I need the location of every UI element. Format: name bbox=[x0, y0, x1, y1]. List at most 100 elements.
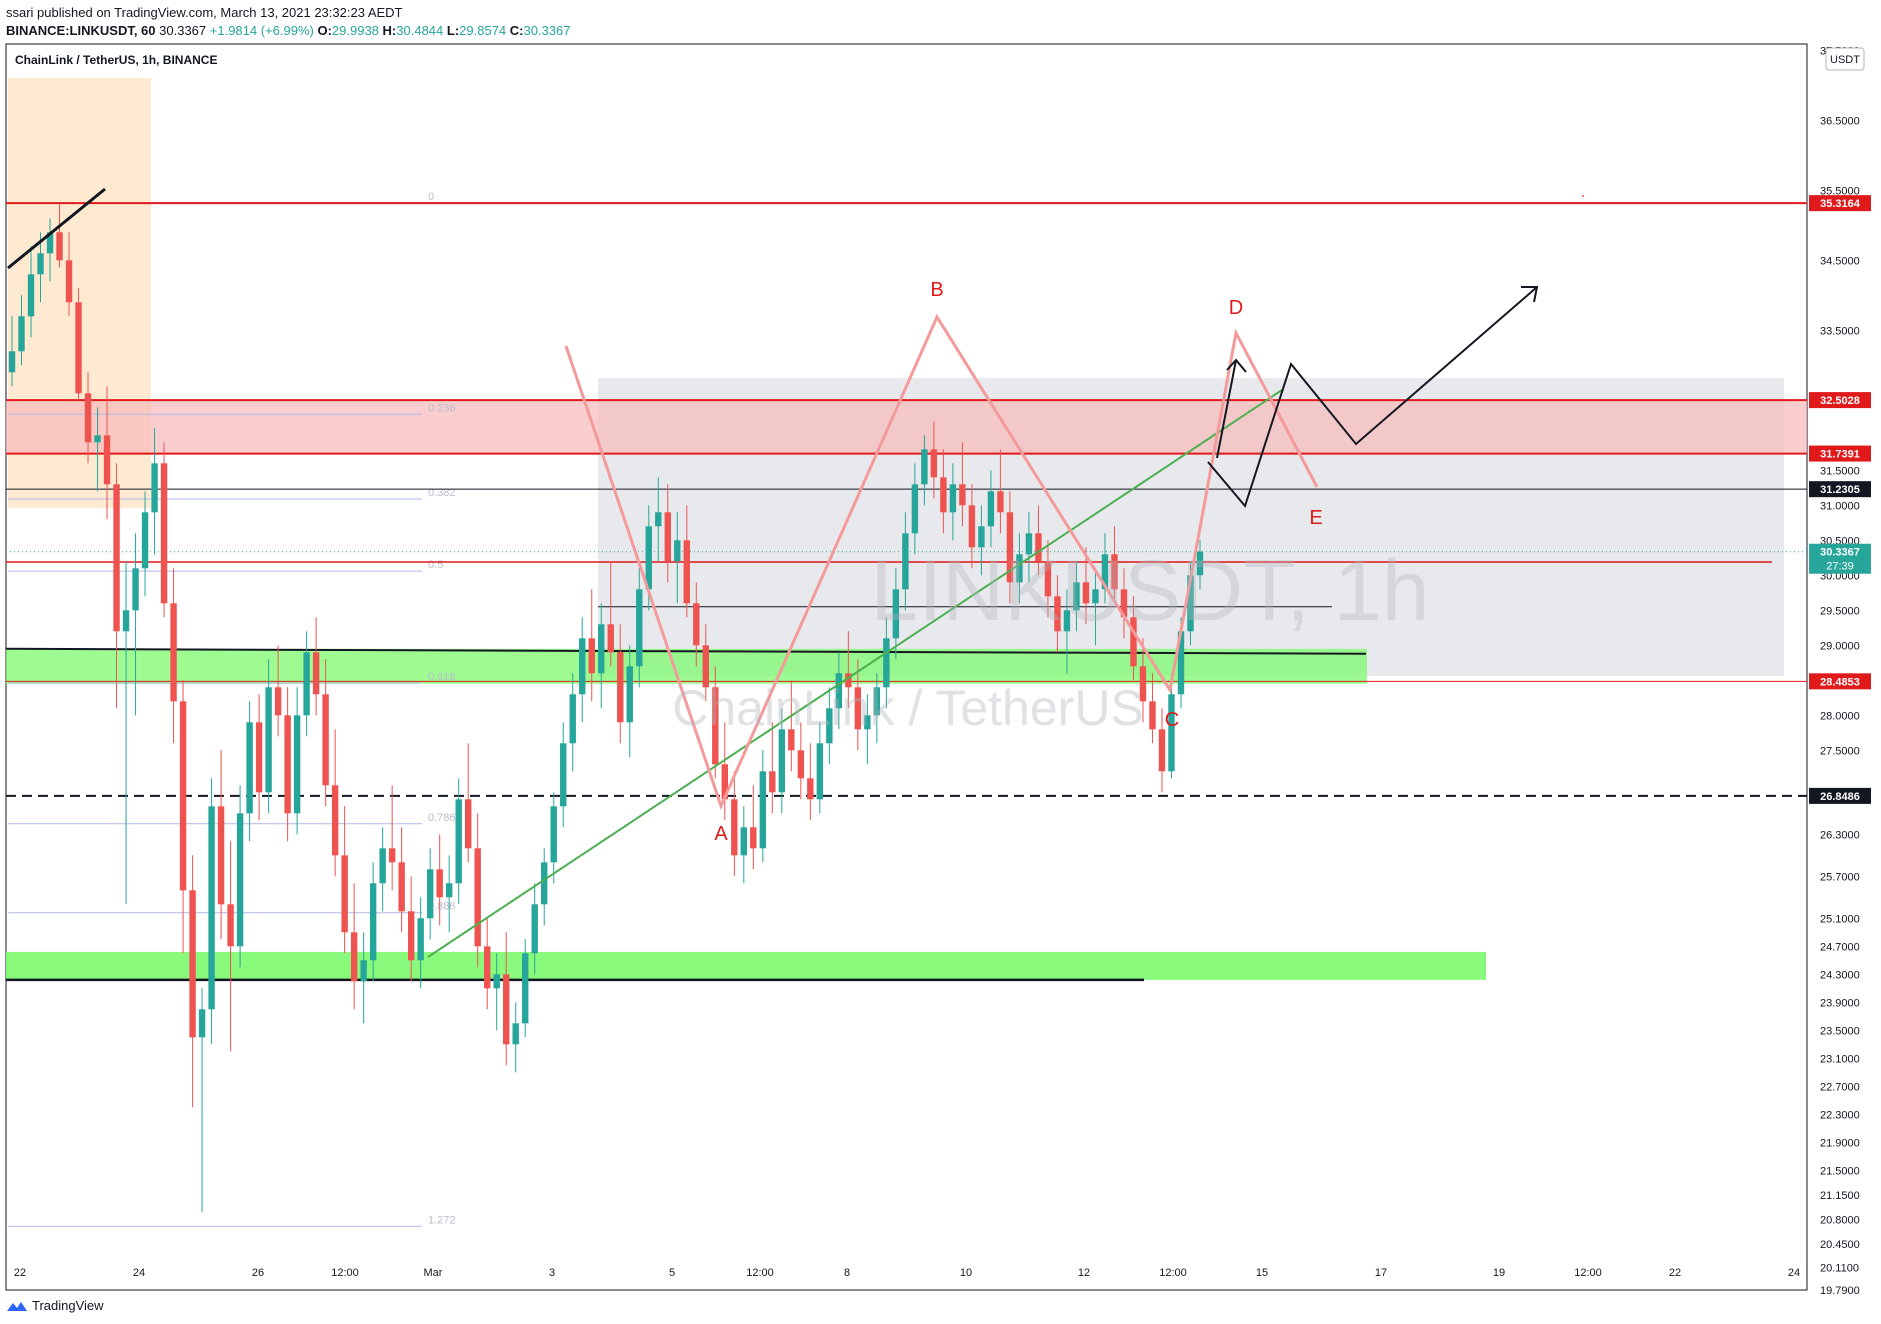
candle-body-36 bbox=[350, 932, 358, 982]
candle-body-0 bbox=[8, 351, 16, 373]
candle-body-88 bbox=[845, 673, 852, 688]
candle-body-45 bbox=[436, 869, 443, 898]
candle-body-119 bbox=[1139, 666, 1147, 702]
symbol-label: BINANCE:LINKUSDT, 60 bbox=[6, 23, 156, 38]
x-tick-5: 3 bbox=[549, 1267, 555, 1279]
x-tick-11: 12:00 bbox=[1159, 1267, 1187, 1279]
candle-body-121 bbox=[1158, 729, 1166, 772]
x-tick-4: Mar bbox=[424, 1267, 443, 1279]
open-value: 29.9938 bbox=[331, 23, 379, 38]
candle-body-77 bbox=[740, 827, 748, 856]
y-tick-18: 23.9000 bbox=[1820, 997, 1860, 1009]
fib-label-5: 0.786 bbox=[428, 812, 456, 824]
candle-body-43 bbox=[417, 918, 424, 961]
candle-body-85 bbox=[816, 743, 824, 800]
candle-body-66 bbox=[636, 589, 643, 667]
candle-body-21 bbox=[208, 806, 215, 1010]
fib-label-1: 0.236 bbox=[428, 402, 456, 414]
candle-body-13 bbox=[132, 568, 139, 611]
candle-body-54 bbox=[522, 953, 529, 1024]
price-label-1: 32.5028 bbox=[1820, 395, 1860, 407]
candle-body-84 bbox=[807, 778, 814, 800]
candle-body-74 bbox=[712, 687, 719, 765]
pattern-label-b: B bbox=[930, 279, 943, 301]
candle-body-19 bbox=[189, 890, 196, 1038]
candle-body-98 bbox=[940, 477, 947, 513]
candle-body-1 bbox=[18, 316, 25, 352]
candle-body-7 bbox=[75, 302, 82, 394]
candle-body-37 bbox=[360, 960, 367, 982]
candle-body-12 bbox=[122, 610, 130, 632]
change-value: +1.9814 (+6.99%) bbox=[209, 23, 314, 38]
candle-body-35 bbox=[341, 855, 348, 933]
y-tick-24: 21.5000 bbox=[1820, 1165, 1860, 1177]
y-tick-10: 29.0000 bbox=[1820, 640, 1860, 652]
x-tick-16: 22 bbox=[1669, 1267, 1681, 1279]
x-tick-0: 22 bbox=[14, 1267, 26, 1279]
candle-body-105 bbox=[1006, 512, 1014, 583]
abcde-pattern bbox=[564, 313, 1319, 811]
candle-body-62 bbox=[598, 624, 605, 674]
y-tick-6: 31.0000 bbox=[1820, 500, 1860, 512]
fib-label-7: 1.272 bbox=[428, 1214, 456, 1226]
fib-label-3: 0.5 bbox=[428, 559, 443, 571]
candle-body-23 bbox=[227, 904, 234, 947]
candle-body-117 bbox=[1120, 589, 1128, 618]
candle-body-91 bbox=[873, 687, 881, 716]
candle-body-102 bbox=[978, 526, 985, 548]
early-trendline bbox=[7, 187, 106, 270]
price-label-bg-6 bbox=[1809, 787, 1871, 804]
candle-body-38 bbox=[369, 883, 377, 961]
y-tick-4: 33.5000 bbox=[1820, 325, 1860, 337]
candle-body-50 bbox=[484, 946, 491, 989]
candle-body-112 bbox=[1073, 582, 1080, 611]
y-tick-2: 35.5000 bbox=[1820, 185, 1860, 197]
candle-body-83 bbox=[797, 750, 805, 779]
price-label-6: 26.8486 bbox=[1820, 791, 1860, 803]
target-arrowhead-icon bbox=[1521, 286, 1539, 303]
candle-body-124 bbox=[1187, 575, 1194, 632]
candle-body-48 bbox=[464, 799, 472, 849]
candle-body-56 bbox=[541, 862, 548, 905]
candle-body-73 bbox=[702, 645, 709, 688]
candle-body-107 bbox=[1025, 533, 1033, 555]
published-line: ssari published on TradingView.com, Marc… bbox=[6, 5, 403, 20]
price-label-bg-2 bbox=[1809, 445, 1871, 462]
candle-body-72 bbox=[693, 603, 700, 646]
candle-body-16 bbox=[160, 463, 168, 604]
y-tick-3: 34.5000 bbox=[1820, 255, 1860, 267]
candle-body-33 bbox=[322, 694, 329, 786]
x-tick-14: 19 bbox=[1493, 1267, 1505, 1279]
candle-body-75 bbox=[721, 764, 728, 800]
y-tick-9: 29.5000 bbox=[1820, 605, 1860, 617]
candle-body-52 bbox=[503, 974, 510, 1045]
candle-body-65 bbox=[626, 666, 633, 723]
candle-body-82 bbox=[788, 729, 795, 751]
price-label-bg-5 bbox=[1809, 673, 1871, 690]
candle-body-104 bbox=[997, 491, 1004, 513]
pattern-label-a: A bbox=[714, 823, 728, 845]
currency-button[interactable]: USDT bbox=[1825, 47, 1865, 71]
candle-body-94 bbox=[902, 533, 909, 590]
green-zone-lower bbox=[6, 951, 1486, 980]
candle-body-92 bbox=[883, 638, 890, 688]
price-label-bg-3 bbox=[1809, 481, 1871, 498]
candle-body-27 bbox=[265, 687, 272, 793]
price-label-2: 31.7391 bbox=[1820, 449, 1860, 461]
y-tick-22: 22.3000 bbox=[1820, 1109, 1860, 1121]
candle-body-9 bbox=[94, 435, 101, 443]
candle-body-34 bbox=[331, 785, 339, 856]
candle-body-97 bbox=[930, 449, 938, 478]
candle-body-47 bbox=[455, 799, 462, 884]
candle-body-78 bbox=[750, 827, 757, 849]
candle-body-106 bbox=[1016, 554, 1023, 583]
y-tick-15: 25.1000 bbox=[1820, 913, 1860, 925]
candle-body-113 bbox=[1082, 582, 1090, 604]
candle-body-123 bbox=[1177, 631, 1185, 695]
candle-body-30 bbox=[293, 715, 301, 814]
candle-body-116 bbox=[1111, 554, 1118, 590]
candle-body-31 bbox=[303, 652, 310, 716]
x-tick-13: 17 bbox=[1375, 1267, 1387, 1279]
candle-body-109 bbox=[1044, 561, 1052, 597]
